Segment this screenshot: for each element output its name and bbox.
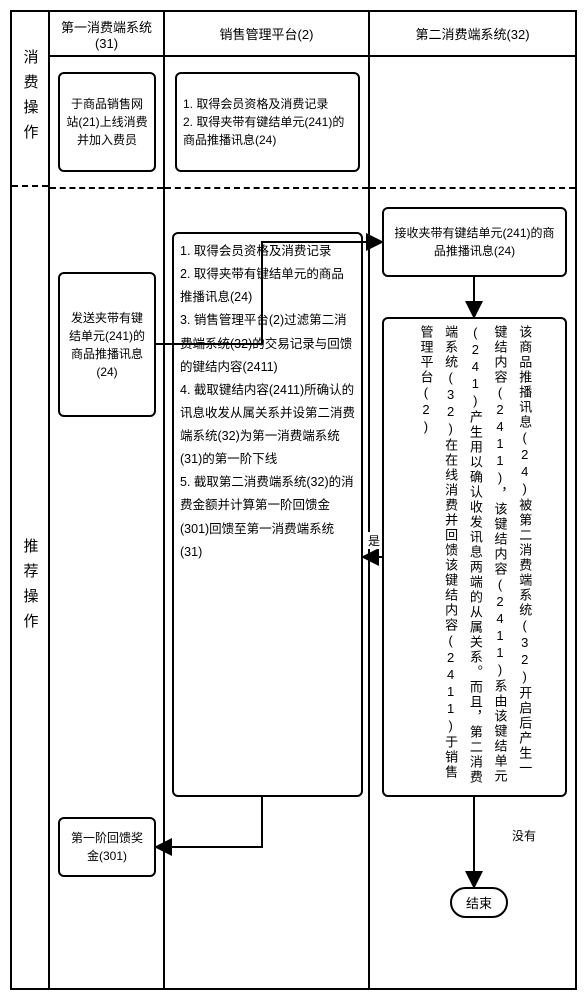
swimlane-platform: 销售管理平台(2) 1. 取得会员资格及消费记录 2. 取得夹带有键结单元(24… [165,12,370,988]
body-col2: 1. 取得会员资格及消费记录 2. 取得夹带有键结单元(241)的商品推播讯息(… [165,57,368,988]
body-col3: 接收夹带有键结单元(241)的商品推播讯息(24) 该商品推播讯息(24)被第二… [370,57,575,988]
header-col3: 第二消费端系统(32) [370,12,575,57]
box-c2-top: 1. 取得会员资格及消费记录 2. 取得夹带有键结单元(241)的商品推播讯息(… [175,72,360,172]
flow-diagram: 消费操作 推荐操作 第一消费端系统(31) 于商品销售网站(21)上线消费并加入… [10,10,577,990]
swimlane-consumer1: 第一消费端系统(31) 于商品销售网站(21)上线消费并加入费员 发送夹带有键结… [50,12,165,988]
box-c1-mid: 发送夹带有键结单元(241)的商品推播讯息(24) [58,272,156,417]
row-label-consume: 消费操作 [12,12,48,187]
box-c1-top: 于商品销售网站(21)上线消费并加入费员 [58,72,156,172]
row-label-recommend: 推荐操作 [12,187,48,988]
phase-divider [50,187,163,189]
swimlane-columns: 第一消费端系统(31) 于商品销售网站(21)上线消费并加入费员 发送夹带有键结… [50,12,575,988]
edge-label-no: 没有 [510,827,538,844]
box-c1-bot: 第一阶回馈奖金(301) [58,817,156,877]
box-c3-big-text: 该商品推播讯息(24)被第二消费端系统(32)开启后产生一键结内容(2411)，… [413,325,536,789]
body-col1: 于商品销售网站(21)上线消费并加入费员 发送夹带有键结单元(241)的商品推播… [50,57,163,988]
row-label-column: 消费操作 推荐操作 [12,12,50,988]
header-col2: 销售管理平台(2) [165,12,368,57]
box-c2-big: 1. 取得会员资格及消费记录 2. 取得夹带有键结单元的商品推播讯息(24) 3… [172,232,363,797]
box-c3-mid: 接收夹带有键结单元(241)的商品推播讯息(24) [382,207,567,277]
header-col1: 第一消费端系统(31) [50,12,163,57]
box-c3-big: 该商品推播讯息(24)被第二消费端系统(32)开启后产生一键结内容(2411)，… [382,317,567,797]
swimlane-consumer2: 第二消费端系统(32) 接收夹带有键结单元(241)的商品推播讯息(24) 该商… [370,12,575,988]
phase-divider [165,187,368,189]
edge-label-yes: 是 [366,532,382,549]
end-node: 结束 [450,887,508,918]
phase-divider [370,187,575,189]
